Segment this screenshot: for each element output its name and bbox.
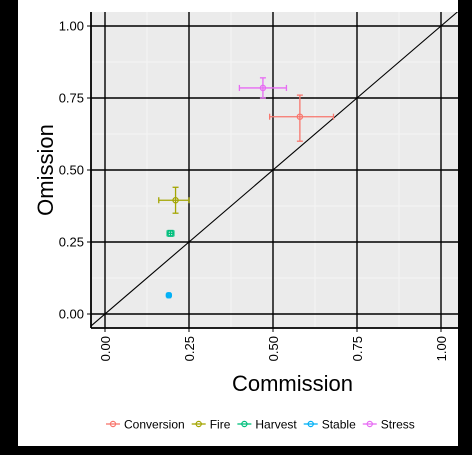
legend-key-point-conversion — [109, 420, 117, 428]
x-tick-label: 0.25 — [182, 336, 197, 361]
y-tick-label: 0.00 — [59, 307, 84, 322]
legend-label-harvest: Harvest — [255, 417, 297, 431]
y-tick-labels: 0.00 0.25 0.50 0.75 1.00 — [59, 19, 91, 322]
y-tick-label: 1.00 — [59, 19, 84, 34]
y-tick-label: 0.75 — [59, 91, 84, 106]
x-tick-label: 1.00 — [434, 336, 449, 361]
point-fire — [172, 196, 179, 204]
legend-label-stress: Stress — [381, 417, 415, 431]
y-tick-label: 0.25 — [59, 235, 84, 250]
point-harvest — [167, 230, 174, 237]
point-conversion — [296, 113, 304, 120]
legend-key-point-stress — [366, 420, 373, 428]
x-tick-label: 0.50 — [266, 336, 281, 361]
legend-key-point-stable — [307, 420, 314, 428]
reference-line — [91, 12, 458, 327]
y-tick-label: 0.50 — [59, 163, 84, 178]
legend-label-stable: Stable — [322, 417, 356, 431]
x-tick-label: 0.00 — [98, 336, 113, 361]
scatter-chart: 0.00 0.25 0.50 0.75 1.00 0.00 0.25 0.50 0.75 1.0… — [33, 12, 458, 431]
legend-key-point-harvest — [241, 420, 248, 428]
x-tick-label: 0.75 — [350, 336, 365, 361]
legend: Conversion Fire Harvest Stable Stress — [106, 417, 415, 431]
legend-label-conversion: Conversion — [124, 417, 185, 431]
point-stress — [259, 84, 267, 92]
data-points — [165, 84, 304, 299]
point-stable — [165, 292, 173, 299]
legend-label-fire: Fire — [210, 417, 231, 431]
x-tick-labels: 0.00 0.25 0.50 0.75 1.00 — [98, 328, 449, 361]
chart-card: 0.00 0.25 0.50 0.75 1.00 0.00 0.25 0.50 0.75 1.0… — [18, 0, 458, 446]
x-axis-title: Commission — [232, 371, 353, 396]
y-axis-title: Omission — [33, 124, 58, 216]
legend-key-point-fire — [195, 420, 202, 428]
